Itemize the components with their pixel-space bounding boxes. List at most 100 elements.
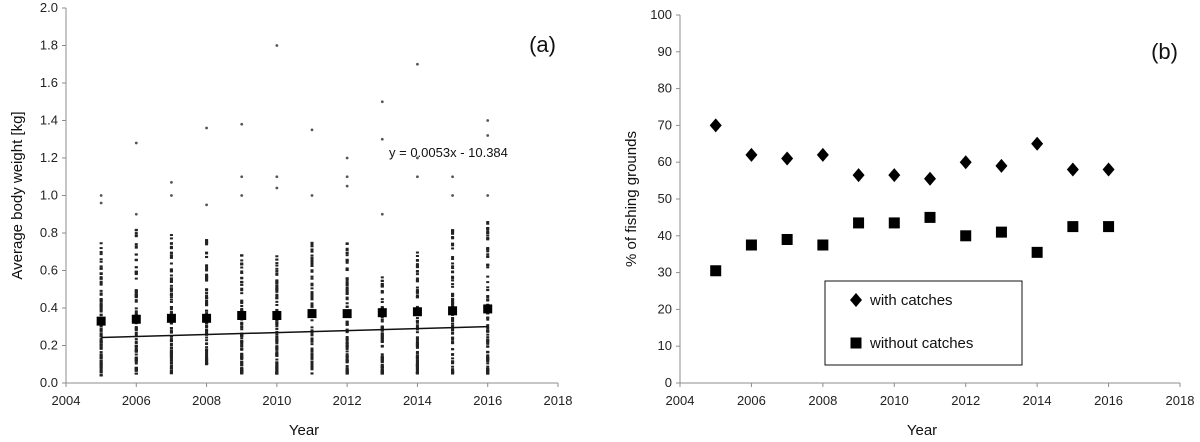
outlier-point bbox=[275, 44, 279, 47]
data-point bbox=[169, 262, 173, 265]
data-point bbox=[169, 293, 173, 296]
data-point bbox=[486, 356, 490, 359]
data-point bbox=[451, 302, 455, 305]
data-point bbox=[310, 284, 314, 287]
data-point bbox=[451, 236, 455, 239]
data-point bbox=[415, 251, 419, 254]
outlier-point bbox=[275, 186, 279, 190]
data-point bbox=[451, 319, 455, 322]
data-point bbox=[169, 353, 173, 356]
data-point bbox=[275, 325, 279, 328]
data-point bbox=[486, 230, 490, 233]
data-point bbox=[310, 352, 314, 355]
data-point bbox=[240, 337, 244, 340]
data-point bbox=[345, 331, 349, 334]
data-point bbox=[205, 274, 209, 277]
data-point bbox=[310, 354, 314, 357]
data-point bbox=[380, 359, 384, 362]
data-point bbox=[486, 318, 490, 321]
data-point bbox=[275, 364, 279, 367]
data-point bbox=[345, 287, 349, 290]
data-point bbox=[415, 331, 419, 334]
data-point bbox=[345, 288, 349, 291]
data-point bbox=[169, 284, 173, 287]
data-point bbox=[169, 367, 173, 370]
data-point bbox=[99, 283, 103, 286]
data-point bbox=[99, 299, 103, 302]
data-point bbox=[415, 264, 419, 267]
data-point bbox=[310, 254, 314, 257]
data-point bbox=[99, 325, 103, 328]
data-point bbox=[415, 270, 419, 273]
data-point bbox=[275, 262, 279, 265]
data-point bbox=[486, 338, 490, 341]
data-point bbox=[415, 286, 419, 289]
data-point bbox=[310, 347, 314, 350]
data-point bbox=[205, 241, 209, 244]
data-point bbox=[486, 365, 490, 368]
data-point bbox=[134, 293, 138, 296]
data-point bbox=[240, 343, 244, 346]
data-point bbox=[205, 269, 209, 272]
data-point bbox=[240, 367, 244, 370]
data-point bbox=[275, 255, 279, 258]
data-point bbox=[134, 272, 138, 275]
outlier-point bbox=[486, 134, 490, 137]
data-point bbox=[134, 266, 138, 269]
data-point bbox=[134, 232, 138, 235]
data-point bbox=[415, 364, 419, 367]
data-point bbox=[134, 331, 138, 334]
data-point bbox=[205, 348, 209, 351]
data-point bbox=[310, 256, 314, 259]
panel-label: (a) bbox=[529, 32, 556, 57]
data-point bbox=[134, 259, 138, 262]
data-point bbox=[310, 275, 314, 278]
data-point bbox=[415, 371, 419, 374]
outlier-point bbox=[205, 126, 208, 130]
data-point bbox=[134, 346, 138, 349]
data-point bbox=[486, 339, 490, 342]
data-point bbox=[310, 305, 314, 308]
data-point bbox=[134, 328, 138, 331]
without-catches-marker bbox=[995, 226, 1007, 238]
data-point bbox=[275, 369, 279, 372]
data-point bbox=[169, 242, 173, 245]
data-point bbox=[240, 328, 244, 331]
data-point bbox=[451, 324, 455, 327]
data-point bbox=[380, 336, 384, 339]
data-point bbox=[134, 350, 138, 353]
data-point bbox=[486, 227, 490, 230]
data-point bbox=[205, 303, 209, 306]
data-point bbox=[275, 303, 279, 306]
y-axis-title: Average body weight [kg] bbox=[9, 111, 26, 279]
data-point bbox=[380, 338, 384, 341]
data-point bbox=[486, 286, 490, 289]
y-tick-label: 2.0 bbox=[40, 0, 58, 15]
data-point bbox=[275, 337, 279, 340]
data-point bbox=[451, 357, 455, 360]
data-point bbox=[240, 363, 244, 366]
data-point bbox=[240, 335, 244, 338]
data-point bbox=[275, 327, 279, 330]
data-point bbox=[486, 266, 490, 269]
data-point bbox=[99, 367, 103, 370]
data-point bbox=[486, 336, 490, 339]
data-point bbox=[205, 239, 209, 242]
data-point bbox=[380, 276, 384, 279]
data-point bbox=[415, 289, 419, 292]
legend-label-without-catches: without catches bbox=[869, 335, 973, 352]
data-point bbox=[486, 234, 490, 237]
data-point bbox=[205, 324, 209, 327]
without-catches-marker bbox=[853, 217, 865, 229]
data-point bbox=[99, 354, 103, 357]
outlier-point bbox=[345, 175, 349, 179]
data-point bbox=[169, 329, 173, 332]
data-point bbox=[134, 344, 138, 347]
data-point bbox=[275, 286, 279, 289]
data-point bbox=[451, 262, 455, 265]
data-point bbox=[415, 321, 419, 324]
data-point bbox=[99, 267, 103, 270]
x-tick-label: 2016 bbox=[1094, 393, 1123, 408]
data-point bbox=[169, 277, 173, 280]
data-point bbox=[451, 329, 455, 332]
